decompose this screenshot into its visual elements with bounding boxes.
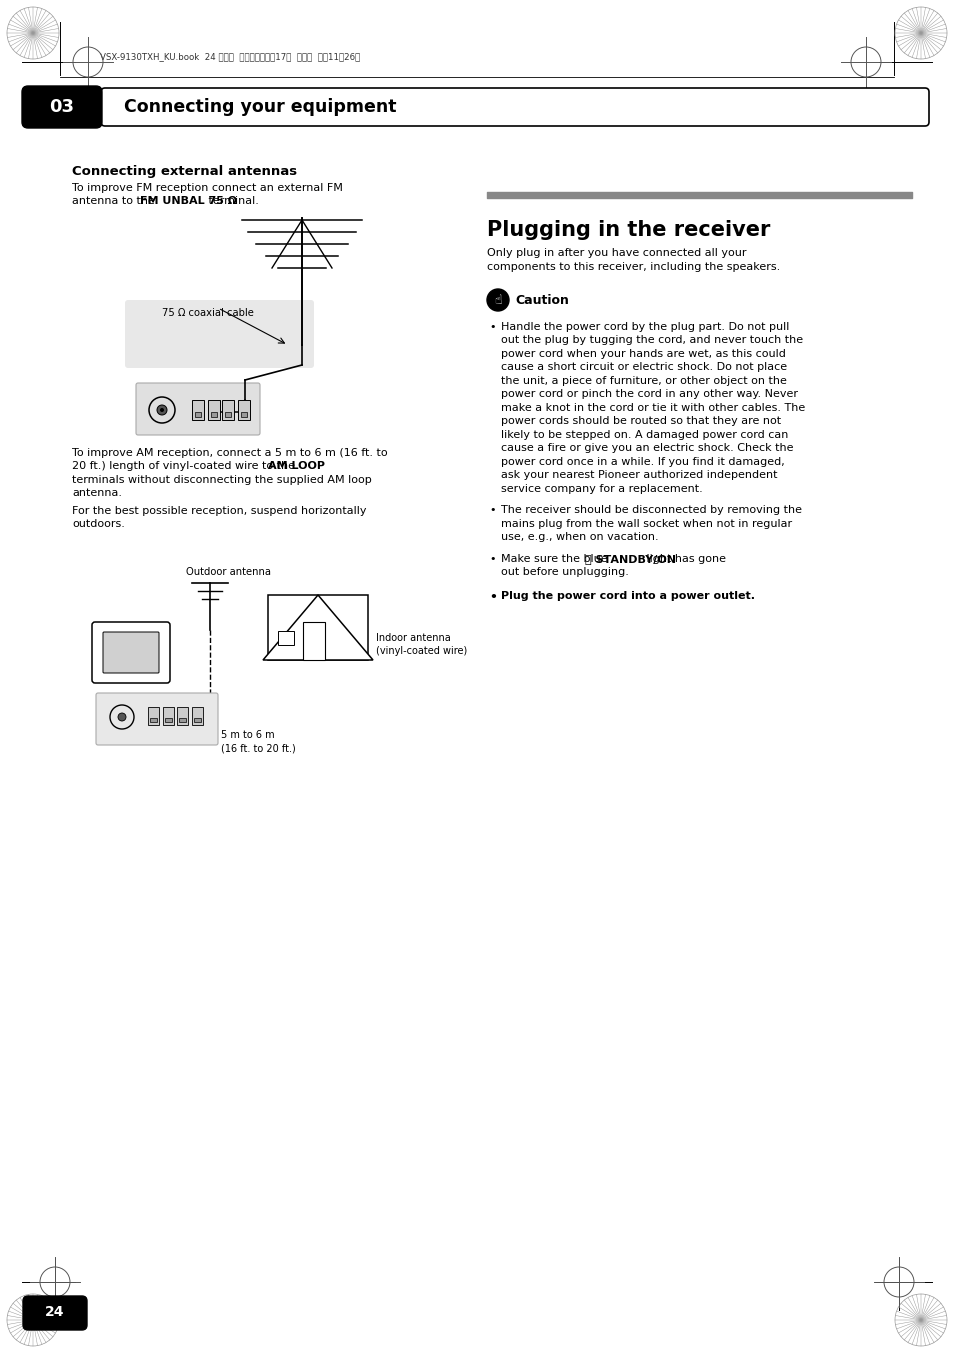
Text: 5 m to 6 m
(16 ft. to 20 ft.): 5 m to 6 m (16 ft. to 20 ft.) [221, 730, 295, 753]
Text: power cords should be routed so that they are not: power cords should be routed so that the… [500, 417, 781, 427]
Text: VSX-9130TXH_KU.book  24 ページ  ２００８年４月17日  木曜日  午前11時26分: VSX-9130TXH_KU.book 24 ページ ２００８年４月17日 木曜… [100, 53, 360, 62]
Text: Connecting external antennas: Connecting external antennas [71, 165, 296, 178]
Bar [150, 718, 157, 722]
Bar [192, 400, 204, 420]
Text: make a knot in the cord or tie it with other cables. The: make a knot in the cord or tie it with o… [500, 404, 804, 413]
Text: Handle the power cord by the plug part. Do not pull: Handle the power cord by the plug part. … [500, 323, 788, 332]
Text: To improve AM reception, connect a 5 m to 6 m (16 ft. to: To improve AM reception, connect a 5 m t… [71, 448, 387, 458]
Bar [211, 412, 216, 417]
Text: cause a fire or give you an electric shock. Check the: cause a fire or give you an electric sho… [500, 444, 793, 454]
Bar [222, 400, 233, 420]
Bar [225, 412, 231, 417]
Text: 24: 24 [45, 1305, 65, 1319]
Circle shape [157, 405, 167, 414]
Text: Plugging in the receiver: Plugging in the receiver [486, 220, 770, 240]
Text: Only plug in after you have connected all your: Only plug in after you have connected al… [486, 248, 745, 258]
Bar [277, 630, 294, 645]
Text: •: • [489, 591, 497, 603]
Bar [177, 707, 188, 725]
Text: antenna to the: antenna to the [71, 197, 158, 207]
Text: Caution: Caution [515, 293, 568, 306]
Bar [192, 707, 203, 725]
Text: out the plug by tugging the cord, and never touch the: out the plug by tugging the cord, and ne… [500, 336, 802, 346]
Bar [268, 595, 368, 660]
Text: Indoor antenna
(vinyl-coated wire): Indoor antenna (vinyl-coated wire) [375, 633, 467, 656]
Circle shape [118, 713, 126, 721]
Text: mains plug from the wall socket when not in regular: mains plug from the wall socket when not… [500, 518, 791, 529]
FancyBboxPatch shape [136, 383, 260, 435]
Text: out before unplugging.: out before unplugging. [500, 567, 628, 578]
Bar [165, 718, 172, 722]
Bar [148, 707, 159, 725]
Text: For the best possible reception, suspend horizontally: For the best possible reception, suspend… [71, 506, 366, 516]
Text: ☝: ☝ [494, 293, 501, 306]
FancyBboxPatch shape [96, 693, 218, 745]
Text: service company for a replacement.: service company for a replacement. [500, 485, 702, 494]
Bar [179, 718, 186, 722]
Text: use, e.g., when on vacation.: use, e.g., when on vacation. [500, 532, 658, 543]
Text: light has gone: light has gone [642, 554, 725, 564]
Circle shape [486, 289, 509, 310]
Text: the unit, a piece of furniture, or other object on the: the unit, a piece of furniture, or other… [500, 377, 786, 386]
Text: ⏻ STANDBY/ON: ⏻ STANDBY/ON [584, 554, 675, 564]
FancyBboxPatch shape [125, 300, 314, 369]
Text: •: • [489, 554, 495, 564]
Text: •: • [489, 505, 495, 516]
Text: components to this receiver, including the speakers.: components to this receiver, including t… [486, 262, 780, 271]
Text: power cord or pinch the cord in any other way. Never: power cord or pinch the cord in any othe… [500, 390, 797, 400]
Text: terminals without disconnecting the supplied AM loop: terminals without disconnecting the supp… [71, 475, 372, 485]
Bar [163, 707, 173, 725]
Text: terminal.: terminal. [205, 197, 259, 207]
Text: Plug the power cord into a power outlet.: Plug the power cord into a power outlet. [500, 591, 754, 601]
Text: 20 ft.) length of vinyl-coated wire to the: 20 ft.) length of vinyl-coated wire to t… [71, 462, 298, 471]
Text: En: En [49, 1296, 61, 1305]
Text: outdoors.: outdoors. [71, 520, 125, 529]
Text: likely to be stepped on. A damaged power cord can: likely to be stepped on. A damaged power… [500, 431, 787, 440]
Text: AM LOOP: AM LOOP [268, 462, 324, 471]
Text: To improve FM reception connect an external FM: To improve FM reception connect an exter… [71, 184, 342, 193]
Text: FM UNBAL 75 Ω: FM UNBAL 75 Ω [140, 197, 237, 207]
Bar [194, 412, 201, 417]
FancyBboxPatch shape [22, 86, 102, 128]
Text: antenna.: antenna. [71, 489, 122, 498]
Text: •: • [489, 323, 495, 332]
Bar [303, 622, 325, 660]
Bar [241, 412, 247, 417]
Text: 75 Ω coaxial cable: 75 Ω coaxial cable [162, 308, 253, 319]
Text: Outdoor antenna: Outdoor antenna [186, 567, 271, 576]
Text: cause a short circuit or electric shock. Do not place: cause a short circuit or electric shock.… [500, 363, 786, 373]
Circle shape [160, 408, 164, 412]
FancyBboxPatch shape [91, 622, 170, 683]
Text: power cord when your hands are wet, as this could: power cord when your hands are wet, as t… [500, 350, 785, 359]
Text: power cord once in a while. If you find it damaged,: power cord once in a while. If you find … [500, 458, 784, 467]
Text: The receiver should be disconnected by removing the: The receiver should be disconnected by r… [500, 505, 801, 516]
Text: 03: 03 [50, 99, 74, 116]
Text: ask your nearest Pioneer authorized independent: ask your nearest Pioneer authorized inde… [500, 471, 777, 481]
Text: Connecting your equipment: Connecting your equipment [124, 99, 396, 116]
Bar [193, 718, 201, 722]
Text: Make sure the blue: Make sure the blue [500, 554, 611, 564]
Bar [208, 400, 220, 420]
Bar [237, 400, 250, 420]
FancyBboxPatch shape [101, 88, 928, 126]
FancyBboxPatch shape [103, 632, 159, 674]
Polygon shape [263, 595, 373, 660]
FancyBboxPatch shape [23, 1296, 87, 1330]
